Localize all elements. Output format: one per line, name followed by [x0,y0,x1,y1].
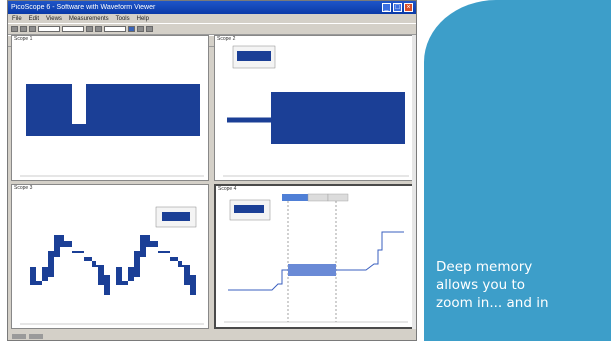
measure-icon[interactable] [137,26,144,32]
waveform-burst [26,84,72,136]
scope-view-4[interactable]: Scope 4 [214,184,414,329]
menu-bar: File Edit Views Measurements Tools Help [8,14,416,23]
menu-tools[interactable]: Tools [115,15,130,22]
menu-file[interactable]: File [12,15,22,22]
toolbar-top [8,23,416,35]
status-run-indicator[interactable] [12,333,26,339]
scope-view-label: Scope 3 [14,185,33,191]
channel-a-icon[interactable] [86,26,93,32]
waveform-oscillation [271,92,405,144]
menu-edit[interactable]: Edit [28,15,40,22]
channel-b-icon[interactable] [95,26,102,32]
minimize-icon[interactable]: _ [382,3,391,12]
caption-line: zoom in... and in [436,295,549,311]
waveform-dip [72,124,86,136]
promo-panel: Deep memory allows you to zoom in... and… [424,0,611,341]
save-icon[interactable] [20,26,27,32]
waveform-plot-4 [224,193,408,323]
title-bar: PicoScope 6 - Software with Waveform Vie… [8,1,416,14]
trigger-icon[interactable] [128,26,135,32]
range-select[interactable] [104,26,126,32]
close-icon[interactable]: × [404,3,413,12]
scope-software-window: PicoScope 6 - Software with Waveform Vie… [7,0,417,341]
scope-view-3[interactable]: Scope 3 [11,184,209,329]
status-bar [8,332,416,340]
vertical-scrollbar[interactable] [412,35,416,329]
overview-trace [162,212,190,221]
status-buffer-indicator [29,333,43,339]
waveform-burst [86,84,200,136]
zoom-tab[interactable] [307,193,329,202]
menu-views[interactable]: Views [46,15,62,22]
zoom-tab[interactable] [327,193,349,202]
waveform-step-1 [228,269,288,291]
scope-view-2[interactable]: Scope 2 [214,35,414,181]
waveform-plot-3 [20,206,204,325]
overview-trace [237,51,271,61]
scope-view-1[interactable]: Scope 1 [11,35,209,181]
ruler-icon[interactable] [146,26,153,32]
waveform-plot-1 [20,84,204,177]
menu-help[interactable]: Help [136,15,149,22]
print-icon[interactable] [29,26,36,32]
scope-view-label: Scope 2 [217,36,236,42]
menu-measurements[interactable]: Measurements [68,15,109,22]
waveform-ramp-2 [116,235,196,295]
overview-trace [234,205,264,213]
waveform-step-2 [336,231,404,271]
caption-line: allows you to [436,277,526,293]
window-title: PicoScope 6 - Software with Waveform Vie… [11,4,156,11]
samples-select[interactable] [62,26,84,32]
scope-view-label: Scope 1 [14,36,33,42]
scope-grid: Scope 1 Scope 2 Scope 3 [11,35,414,329]
timebase-select[interactable] [38,26,60,32]
open-icon[interactable] [11,26,18,32]
caption-line: Deep memory [436,259,533,275]
zoom-tab-active[interactable] [282,194,308,201]
scope-view-label: Scope 4 [218,186,237,192]
maximize-icon[interactable]: □ [393,3,402,12]
waveform-ramp-1 [30,235,110,295]
waveform-noise-band [288,264,336,276]
promo-caption: Deep memory allows you to zoom in... and… [436,258,606,312]
waveform-plot-2 [223,45,409,177]
